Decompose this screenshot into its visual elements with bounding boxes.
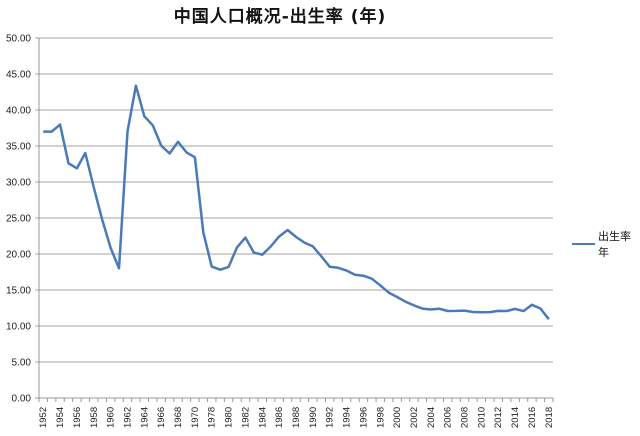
x-tick-label: 1994 [342, 407, 353, 428]
x-tick-label: 1996 [358, 407, 369, 428]
x-tick-label: 1966 [156, 407, 167, 428]
x-tick-label: 1980 [224, 407, 235, 428]
x-tick-label: 2008 [460, 407, 471, 428]
x-tick-label: 1998 [375, 407, 386, 428]
x-tick-label: 1990 [308, 407, 319, 428]
y-tick-label: 45.00 [6, 70, 31, 81]
x-tick-label: 1970 [190, 407, 201, 428]
x-tick-label: 2010 [476, 407, 487, 428]
x-tick-label: 1964 [139, 407, 150, 428]
chart-title: 中国人口概况-出生率 (年) [173, 7, 387, 27]
y-tick-label: 20.00 [6, 250, 31, 261]
x-tick-label: 1992 [325, 407, 336, 428]
y-tick-label: 50.00 [6, 34, 31, 45]
x-tick-label: 1960 [106, 407, 117, 428]
x-axis: 1952 1954 1956 1958 1960 1962 1964 1966 1968 1970… [38, 398, 555, 428]
y-tick-label: 15.00 [6, 286, 31, 297]
x-tick-label: 1988 [291, 407, 302, 428]
x-tick-label: 1978 [207, 407, 218, 428]
x-tick-label: 1952 [38, 407, 49, 428]
x-tick-label: 1962 [122, 407, 133, 428]
x-tick-label: 2012 [493, 407, 504, 428]
x-tick-label: 1954 [55, 407, 66, 428]
y-axis: 0.00 5.00 10.00 15.00 20.00 25.00 30.00 35.00 40… [6, 34, 40, 405]
gridlines [35, 37, 553, 399]
birth-rate-line [43, 84, 550, 320]
x-tick-label: 1956 [72, 407, 83, 428]
legend: 出生率 年 [572, 228, 640, 260]
x-tick-label: 1958 [89, 407, 100, 428]
x-tick-label: 2000 [392, 407, 403, 428]
legend-line-swatch-icon [572, 243, 595, 245]
x-tick-label: 2016 [527, 407, 538, 428]
x-tick-label: 2018 [544, 407, 555, 428]
y-tick-label: 40.00 [6, 106, 31, 117]
x-tick-label: 2002 [409, 407, 420, 428]
x-tick-label: 1984 [257, 407, 268, 428]
y-tick-label: 30.00 [6, 178, 31, 189]
x-tick-label: 1968 [173, 407, 184, 428]
y-tick-label: 5.00 [12, 358, 32, 369]
y-tick-label: 35.00 [6, 142, 31, 153]
x-tick-label: 2014 [510, 407, 521, 428]
x-tick-label: 2004 [426, 407, 437, 428]
x-tick-label: 1986 [274, 407, 285, 428]
legend-label: 出生率 年 [598, 230, 631, 259]
x-tick-label: 1982 [240, 407, 251, 428]
y-tick-label: 25.00 [6, 214, 31, 225]
y-tick-label: 0.00 [12, 394, 32, 405]
x-tick-label: 2006 [443, 407, 454, 428]
y-tick-label: 10.00 [6, 322, 31, 333]
